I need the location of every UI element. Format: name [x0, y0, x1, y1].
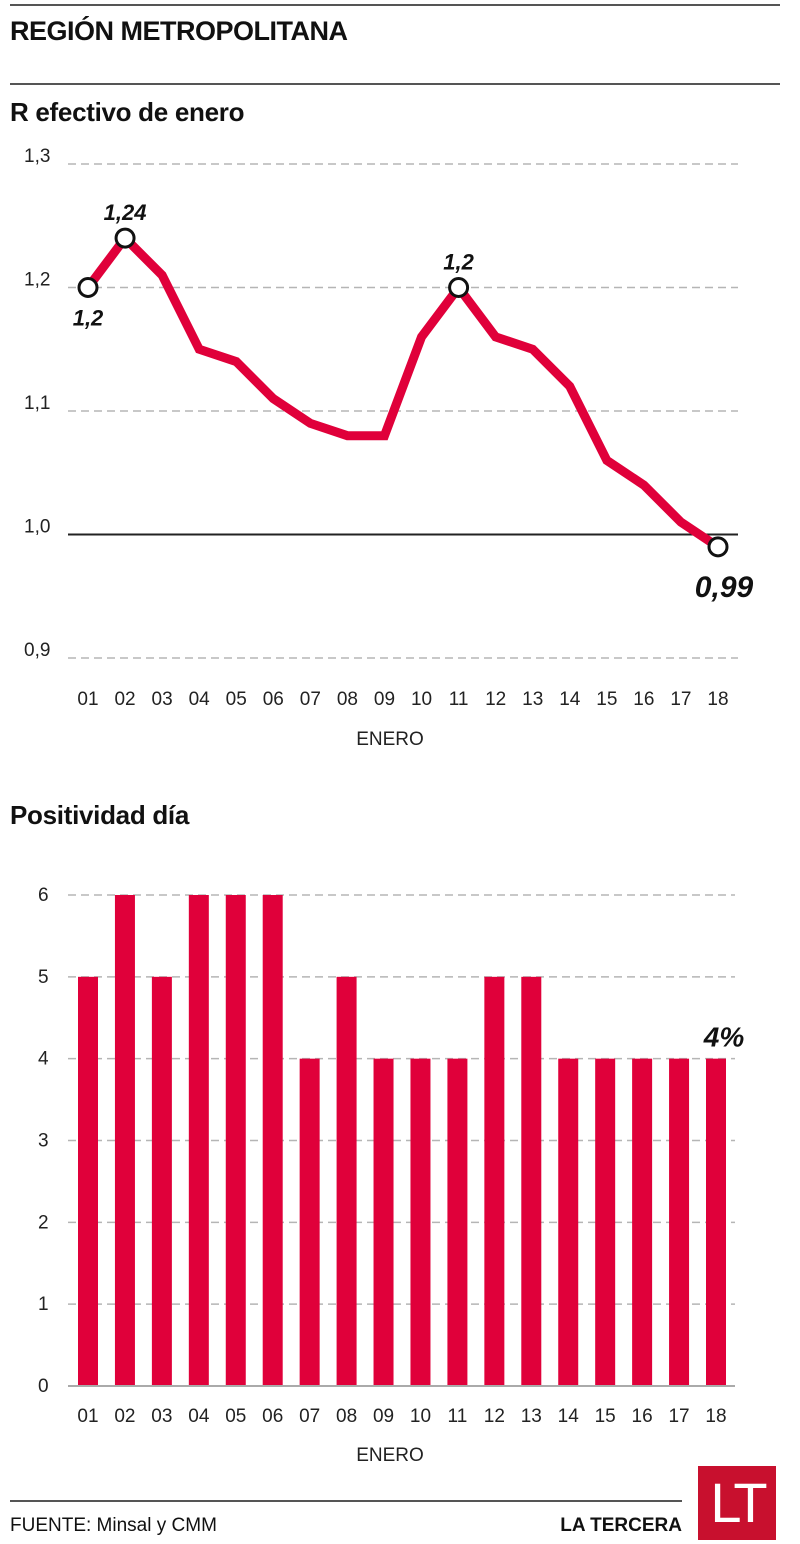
y-tick-label: 1: [38, 1294, 49, 1315]
data-label: 1,24: [104, 200, 147, 225]
x-tick-label: 12: [484, 1406, 505, 1427]
x-tick-label: 07: [299, 1406, 320, 1427]
bar: [521, 976, 542, 1386]
brand-name: LA TERCERA: [560, 1515, 682, 1536]
footer-rule: [10, 1500, 682, 1502]
bar: [632, 1058, 653, 1386]
x-tick-label: 05: [225, 1406, 246, 1427]
y-tick-label: 2: [38, 1212, 49, 1233]
bar: [225, 895, 246, 1386]
bar: [484, 976, 505, 1386]
bar: [188, 895, 209, 1386]
x-axis-title: ENERO: [356, 1445, 424, 1466]
x-tick-label: 15: [595, 1406, 616, 1427]
r-efectivo-line-chart: 1,3 1,2 1,1 1,0 0,9 01 02 03 04 05 06 07 08 09 10 11 12 1…: [24, 146, 754, 750]
x-tick-label: 06: [262, 1406, 283, 1427]
x-tick-label: 03: [152, 689, 173, 710]
bar: [595, 1058, 616, 1386]
x-tick-label: 08: [336, 1406, 357, 1427]
bar: [558, 1058, 579, 1386]
data-point-marker: [448, 277, 470, 298]
y-tick-label: 5: [38, 967, 49, 988]
x-tick-label: 04: [189, 689, 211, 710]
data-label: 1,2: [443, 250, 474, 275]
bar: [706, 1058, 726, 1386]
x-tick-label: 10: [410, 1406, 431, 1427]
y-tick-label: 1,2: [24, 270, 50, 291]
x-tick-label: 18: [705, 1406, 726, 1427]
x-tick-label: 12: [485, 689, 506, 710]
line-chart-title: R efectivo de enero: [10, 97, 245, 127]
header-rule: [10, 83, 780, 85]
source-note: FUENTE: Minsal y CMM: [10, 1515, 217, 1536]
data-label: 0,99: [695, 571, 754, 604]
x-tick-label: 10: [411, 689, 432, 710]
x-tick-label: 05: [226, 689, 247, 710]
x-tick-label: 09: [374, 689, 395, 710]
main-title: REGIÓN METROPOLITANA: [10, 16, 348, 46]
data-point-marker: [114, 227, 136, 249]
y-tick-label: 1,1: [24, 393, 50, 414]
bar-chart-title: Positividad día: [10, 800, 189, 830]
x-tick-label: 18: [707, 689, 728, 710]
x-tick-label: 08: [337, 689, 358, 710]
x-tick-label: 16: [632, 1406, 653, 1427]
x-tick-label: 14: [559, 689, 581, 710]
bar: [78, 976, 98, 1386]
y-tick-label: 4: [38, 1049, 49, 1070]
x-tick-label: 16: [633, 689, 654, 710]
x-tick-label: 13: [522, 689, 543, 710]
bar: [410, 1058, 431, 1386]
y-tick-label: 3: [38, 1131, 49, 1152]
y-tick-label: 6: [38, 885, 49, 906]
series-line: [84, 231, 721, 551]
x-tick-label: 15: [596, 689, 617, 710]
x-tick-label: 02: [114, 1406, 135, 1427]
data-point-marker: [77, 277, 99, 298]
logo-text: LT: [710, 1471, 767, 1534]
data-label: 1,2: [73, 306, 104, 331]
y-tick-label: 0: [38, 1376, 49, 1397]
x-tick-label: 13: [521, 1406, 542, 1427]
x-axis-title: ENERO: [356, 729, 424, 750]
bar: [151, 976, 172, 1386]
bar: [336, 976, 357, 1386]
data-label: 4%: [703, 1022, 745, 1053]
x-tick-label: 09: [373, 1406, 394, 1427]
top-rule: [10, 4, 780, 6]
x-tick-label: 06: [263, 689, 284, 710]
x-tick-label: 11: [448, 1406, 468, 1427]
x-tick-label: 01: [77, 1406, 98, 1427]
y-tick-label: 0,9: [24, 640, 50, 661]
bar: [669, 1058, 690, 1386]
x-tick-label: 02: [114, 689, 135, 710]
x-tick-label: 11: [449, 689, 469, 710]
x-tick-label: 04: [188, 1406, 210, 1427]
x-tick-label: 01: [77, 689, 98, 710]
data-point-marker: [707, 536, 729, 558]
x-tick-label: 17: [670, 689, 691, 710]
la-tercera-logo: LT: [698, 1466, 776, 1540]
bar: [114, 895, 135, 1386]
bar: [447, 1058, 468, 1386]
y-tick-label: 1,3: [24, 146, 50, 167]
x-tick-label: 14: [558, 1406, 580, 1427]
x-tick-label: 03: [151, 1406, 172, 1427]
bar: [299, 1058, 320, 1386]
bar: [373, 1058, 394, 1386]
x-tick-label: 17: [668, 1406, 689, 1427]
y-tick-label: 1,0: [24, 517, 50, 538]
x-tick-label: 07: [300, 689, 321, 710]
bar: [262, 895, 283, 1386]
